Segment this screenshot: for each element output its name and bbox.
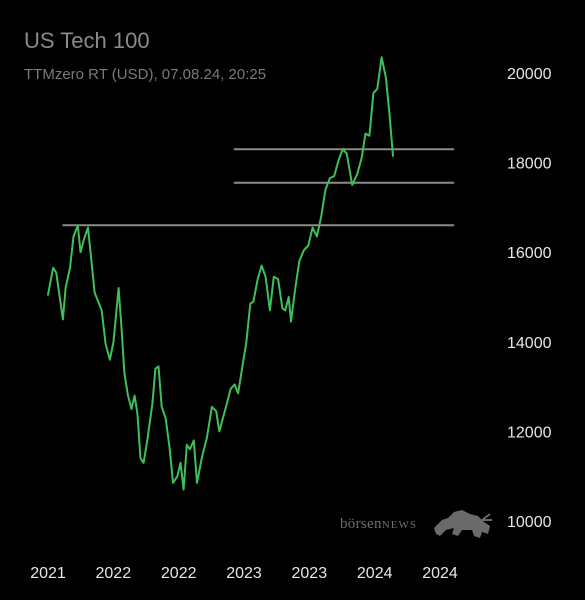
y-axis-ticks: 10000 12000 14000 16000 18000 20000 — [507, 66, 552, 531]
y-tick-label: 20000 — [507, 66, 552, 83]
x-tick-label: 2022 — [96, 565, 132, 582]
y-tick-label: 10000 — [507, 514, 552, 531]
bull-icon — [434, 510, 492, 538]
x-tick-label: 2023 — [226, 565, 262, 582]
y-tick-label: 18000 — [507, 156, 552, 173]
x-tick-label: 2024 — [357, 565, 393, 582]
x-tick-label: 2021 — [30, 565, 66, 582]
x-tick-label: 2023 — [292, 565, 328, 582]
y-tick-label: 16000 — [507, 245, 552, 262]
series-line-1 — [48, 57, 393, 489]
watermark-text-b: NEWS — [382, 519, 417, 531]
y-tick-label: 12000 — [507, 424, 552, 441]
price-series — [48, 57, 393, 489]
watermark-logo: börsenNEWS — [340, 516, 417, 533]
x-tick-label: 2024 — [422, 565, 458, 582]
x-tick-label: 2022 — [161, 565, 197, 582]
x-axis-ticks: 2021 2022 2022 2023 2023 2024 2024 — [30, 565, 458, 582]
support-resistance-levels — [63, 149, 455, 225]
watermark-text-a: börsen — [340, 516, 382, 532]
y-tick-label: 14000 — [507, 335, 552, 352]
